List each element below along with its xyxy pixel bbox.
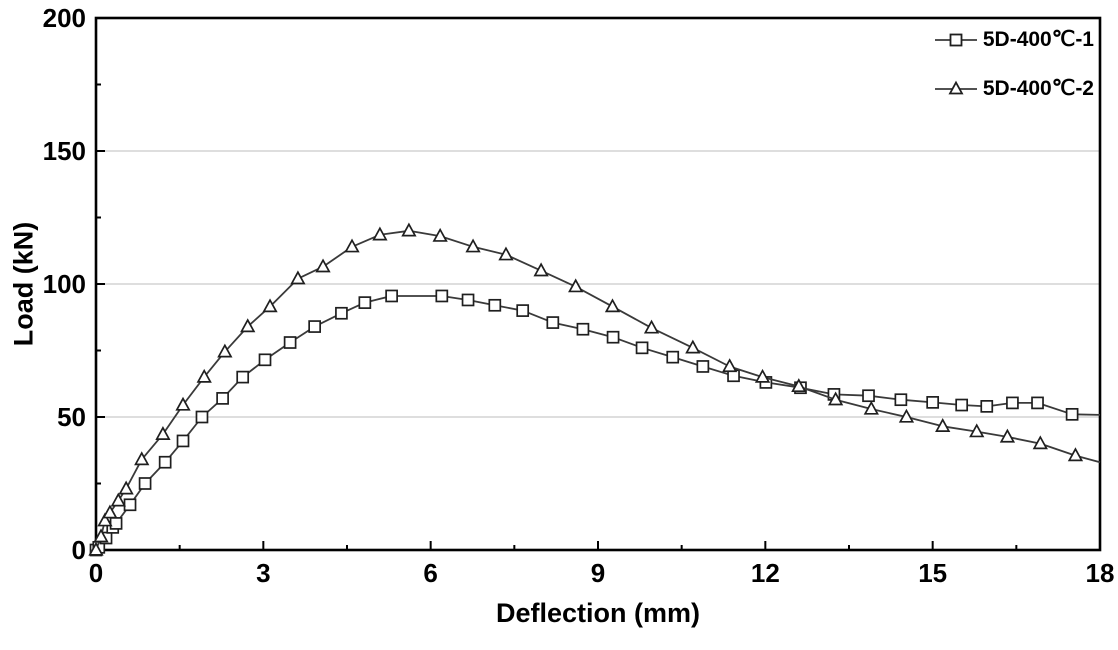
- square-marker: [283, 336, 297, 349]
- square-marker: [488, 298, 502, 312]
- triangle-marker: [262, 298, 278, 313]
- legend: 5D-400℃-1 5D-400℃-2: [934, 28, 1094, 101]
- square-marker: [109, 517, 123, 530]
- square-marker: [980, 400, 994, 413]
- square-marker: [516, 304, 530, 317]
- square-marker: [862, 389, 875, 403]
- triangle-marker: [568, 278, 584, 293]
- triangle-marker: [88, 541, 104, 556]
- x-tick-label: 12: [751, 558, 780, 588]
- triangle-marker: [372, 226, 388, 241]
- square-marker: [158, 455, 172, 469]
- triangle-marker: [93, 528, 109, 543]
- square-marker: [258, 353, 272, 367]
- triangle-marker: [722, 358, 738, 373]
- x-tick-label: 9: [591, 558, 605, 588]
- square-marker: [635, 341, 649, 355]
- x-axis-title: Deflection (mm): [495, 598, 701, 628]
- triangle-marker: [344, 238, 360, 253]
- triangle-marker: [863, 400, 879, 415]
- triangle-marker: [1032, 435, 1048, 450]
- triangle-marker: [643, 319, 660, 334]
- triangle-marker: [315, 258, 331, 273]
- x-tick-labels: 0 3 6 9 12 15 18: [89, 558, 1115, 588]
- gridlines: [96, 150, 1100, 418]
- triangle-marker: [827, 391, 844, 406]
- square-marker: [176, 434, 190, 448]
- y-axis-title: Load (kN): [8, 221, 39, 347]
- square-marker: [546, 316, 560, 329]
- square-marker: [666, 350, 680, 364]
- triangle-marker: [134, 451, 150, 466]
- square-marker: [1006, 396, 1019, 410]
- triangle-marker: [685, 339, 701, 354]
- square-marker: [461, 293, 475, 307]
- triangle-marker: [898, 408, 915, 423]
- triangle-marker: [155, 426, 171, 440]
- square-marker: [216, 392, 229, 405]
- triangle-marker: [97, 512, 113, 527]
- y-tick-label: 200: [43, 3, 86, 33]
- triangle-marker-icon: [934, 80, 977, 95]
- triangle-marker: [465, 238, 481, 253]
- square-marker: [335, 306, 348, 320]
- square-marker: [195, 410, 209, 424]
- triangle-marker: [118, 480, 134, 495]
- y-tick-label: 100: [43, 269, 86, 299]
- square-marker: [435, 289, 449, 303]
- square-marker: [358, 296, 372, 309]
- square-marker: [236, 370, 250, 384]
- x-tick-label: 15: [918, 558, 947, 588]
- triangle-marker: [935, 418, 951, 432]
- triangle-marker: [102, 504, 118, 519]
- triangle-marker: [240, 318, 256, 333]
- legend-item-series-1: 5D-400℃-1: [934, 28, 1094, 52]
- triangle-marker: [432, 227, 448, 242]
- triangle-marker: [791, 378, 807, 393]
- x-tick-label: 0: [89, 558, 103, 588]
- triangle-marker: [401, 222, 417, 237]
- triangle-marker: [1067, 447, 1084, 462]
- triangle-marker: [110, 492, 126, 507]
- legend-label-series-2: 5D-400℃-2: [982, 77, 1094, 100]
- x-tick-label: 3: [256, 558, 270, 588]
- square-marker: [1065, 407, 1079, 421]
- triangle-marker: [754, 368, 771, 383]
- y-tick-label: 0: [72, 535, 86, 565]
- square-marker: [138, 477, 152, 490]
- y-tick-label: 150: [43, 136, 86, 166]
- series-triangle: [88, 222, 1101, 556]
- triangle-marker: [999, 428, 1016, 443]
- triangle-marker: [498, 246, 514, 261]
- square-marker: [1031, 396, 1044, 410]
- legend-item-series-2: 5D-400℃-2: [934, 77, 1094, 101]
- square-marker: [123, 498, 137, 512]
- y-tick-labels: 0 50 100 150 200: [43, 3, 86, 565]
- square-marker-icon: [934, 33, 977, 47]
- legend-label-series-1: 5D-400℃-1: [982, 28, 1094, 51]
- triangle-marker: [533, 262, 549, 277]
- triangle-marker: [217, 343, 233, 358]
- square-marker: [385, 289, 398, 303]
- triangle-marker: [604, 298, 621, 313]
- x-tick-label: 6: [423, 558, 437, 588]
- square-marker: [606, 330, 620, 344]
- triangle-marker: [196, 368, 212, 383]
- square-marker: [926, 396, 940, 409]
- triangle-marker: [969, 423, 985, 438]
- triangle-marker: [290, 270, 306, 285]
- square-marker: [696, 360, 710, 373]
- y-tick-label: 50: [57, 402, 86, 432]
- triangle-marker: [175, 396, 191, 411]
- square-marker: [894, 393, 908, 407]
- square-marker: [955, 398, 969, 412]
- square-marker: [308, 320, 321, 333]
- square-marker: [576, 322, 590, 336]
- x-tick-label: 18: [1086, 558, 1115, 588]
